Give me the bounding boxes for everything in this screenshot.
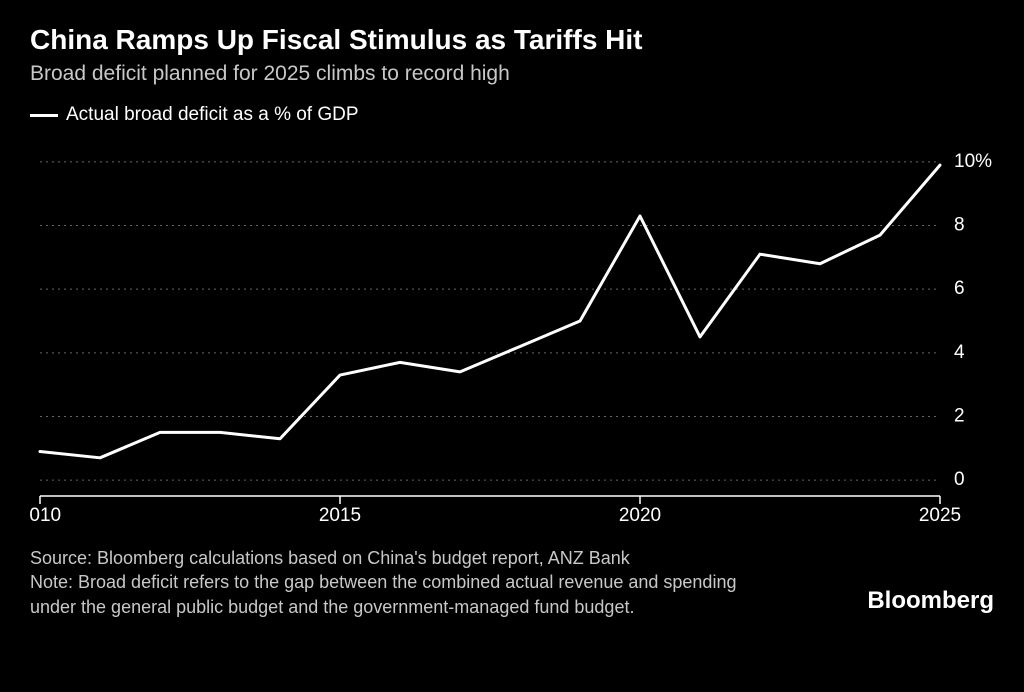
y-tick-label: 6 [954, 278, 965, 299]
x-tick-label: 2010 [30, 505, 61, 526]
y-tick-label: 8 [954, 215, 965, 236]
legend-label: Actual broad deficit as a % of GDP [66, 104, 359, 126]
x-tick-label: 2015 [319, 505, 361, 526]
chart-area: 0 2 4 6 8 10% 2010 2015 2020 2025 [30, 136, 994, 536]
brand-logo: Bloomberg [867, 587, 994, 619]
note-text: Note: Broad deficit refers to the gap be… [30, 570, 750, 619]
y-tick-label: 2 [954, 405, 965, 426]
y-tick-label: 4 [954, 342, 965, 363]
source-text: Source: Bloomberg calculations based on … [30, 546, 750, 570]
y-tick-label: 10% [954, 151, 992, 172]
chart-subtitle: Broad deficit planned for 2025 climbs to… [30, 62, 994, 86]
legend-line-icon [30, 114, 58, 117]
x-tick-label: 2025 [919, 505, 961, 526]
footer-notes: Source: Bloomberg calculations based on … [30, 546, 750, 619]
chart-title: China Ramps Up Fiscal Stimulus as Tariff… [30, 24, 994, 56]
legend: Actual broad deficit as a % of GDP [30, 104, 994, 126]
footer: Source: Bloomberg calculations based on … [30, 546, 994, 619]
x-tick-label: 2020 [619, 505, 661, 526]
line-chart: 0 2 4 6 8 10% 2010 2015 2020 2025 [30, 136, 994, 536]
y-tick-label: 0 [954, 469, 965, 490]
data-line [40, 165, 940, 458]
